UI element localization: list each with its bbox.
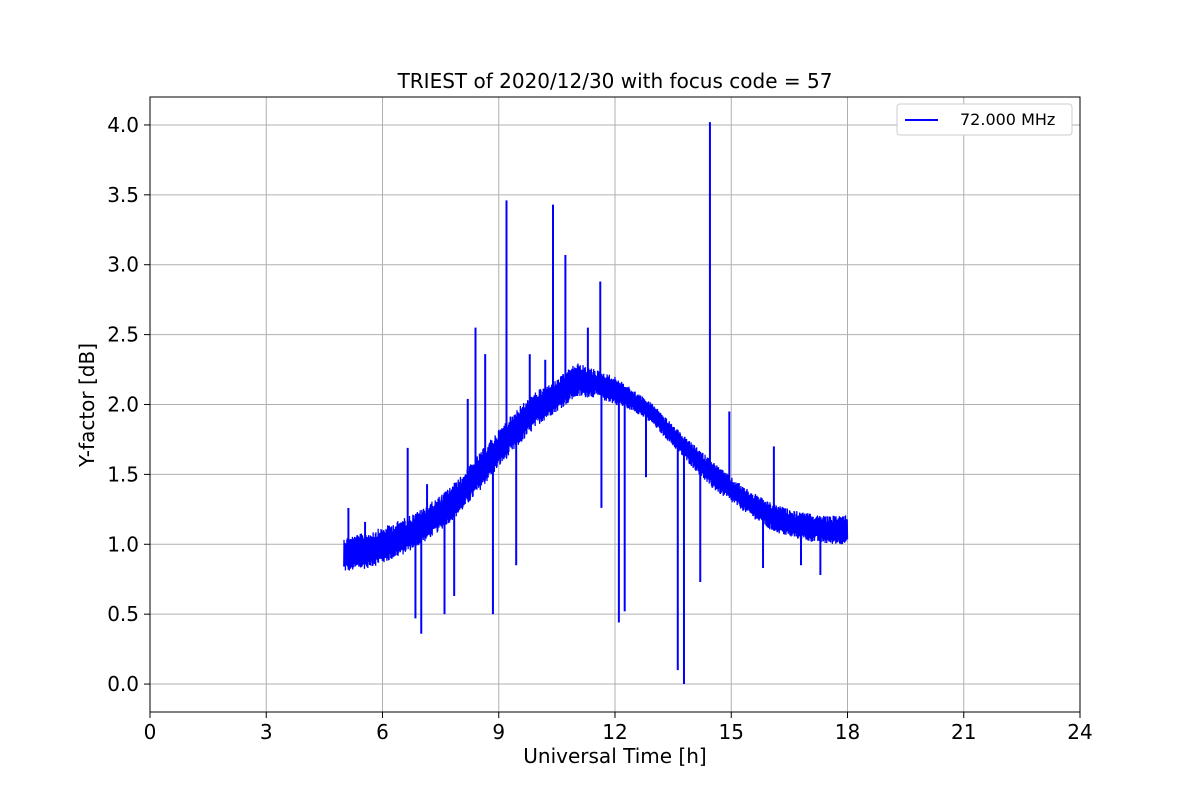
- x-tick-label: 18: [835, 720, 860, 744]
- y-tick-label: 1.5: [107, 462, 139, 486]
- plot-area: [343, 122, 849, 685]
- x-tick-label: 9: [492, 720, 505, 744]
- x-tick-label: 21: [951, 720, 976, 744]
- y-tick-label: 0.0: [107, 672, 139, 696]
- y-tick-label: 0.5: [107, 602, 139, 626]
- x-axis-label: Universal Time [h]: [523, 744, 706, 768]
- y-tick-label: 1.0: [107, 532, 139, 556]
- y-axis-label: Y-factor [dB]: [75, 343, 99, 468]
- x-tick-label: 6: [376, 720, 389, 744]
- legend: 72.000 MHz: [896, 103, 1073, 136]
- y-tick-label: 3.0: [107, 253, 139, 277]
- x-tick-label: 24: [1067, 720, 1092, 744]
- x-tick-label: 15: [719, 720, 744, 744]
- chart-title: TRIEST of 2020/12/30 with focus code = 5…: [397, 69, 833, 93]
- legend-series-label: 72.000 MHz: [960, 110, 1055, 129]
- x-tick-label: 3: [260, 720, 273, 744]
- y-tick-label: 2.5: [107, 323, 139, 347]
- y-tick-label: 2.0: [107, 393, 139, 417]
- x-tick-label: 12: [602, 720, 627, 744]
- y-tick-label: 3.5: [107, 183, 139, 207]
- y-tick-label: 4.0: [107, 113, 139, 137]
- legend-box: [896, 103, 1073, 136]
- ticks: 0 3 6 9 12 15 18 21 24 0.0 0.5 1.0 1.5 2.0 2.5 3.0 3.5 4.…: [107, 113, 1093, 744]
- x-tick-label: 0: [144, 720, 157, 744]
